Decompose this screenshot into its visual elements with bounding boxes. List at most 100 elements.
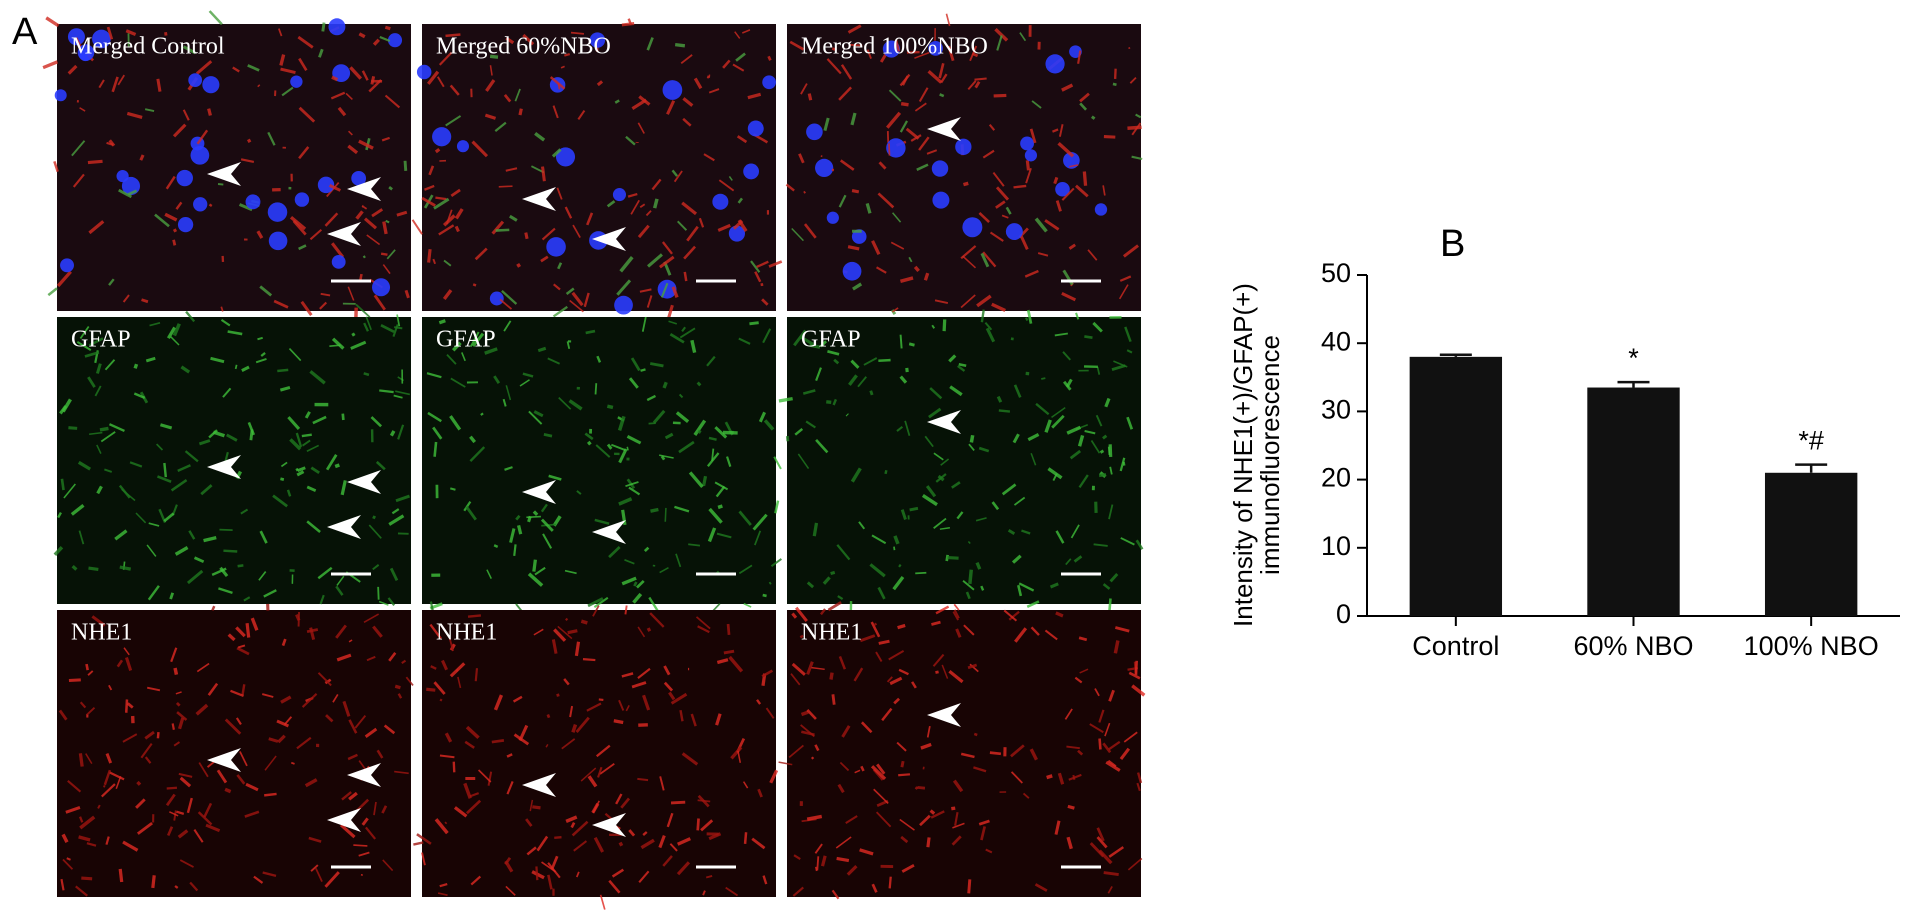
process — [996, 35, 1003, 51]
process — [761, 669, 774, 678]
process — [247, 64, 260, 72]
process — [169, 811, 179, 817]
process — [859, 634, 876, 643]
process — [366, 234, 381, 246]
process — [1024, 269, 1039, 278]
process — [658, 255, 675, 269]
process — [708, 832, 722, 841]
process — [686, 225, 699, 242]
process — [98, 79, 105, 89]
process — [669, 333, 685, 344]
process — [166, 326, 177, 340]
process — [164, 212, 178, 222]
process — [1070, 524, 1080, 539]
image-background — [422, 317, 776, 604]
process — [509, 214, 518, 222]
process — [702, 475, 708, 487]
process — [126, 111, 143, 120]
process — [736, 135, 748, 144]
process — [847, 245, 860, 251]
process — [873, 788, 889, 805]
process — [297, 612, 301, 627]
process — [646, 394, 657, 402]
process — [442, 289, 453, 301]
process — [706, 75, 710, 79]
process — [639, 203, 646, 209]
process — [778, 396, 793, 403]
process — [114, 529, 128, 541]
process — [871, 534, 887, 545]
process — [716, 532, 732, 539]
process — [325, 714, 334, 723]
process — [688, 543, 701, 547]
process — [493, 544, 499, 548]
process — [929, 387, 943, 400]
process — [1008, 610, 1020, 621]
process — [363, 322, 369, 332]
process — [673, 170, 683, 183]
process — [1098, 473, 1107, 478]
process — [714, 426, 728, 439]
process — [565, 815, 578, 823]
process — [72, 173, 85, 188]
process — [502, 398, 507, 407]
process — [1107, 886, 1113, 894]
process — [815, 438, 829, 454]
process — [433, 441, 438, 457]
process — [1075, 184, 1089, 198]
arrowhead — [327, 515, 361, 539]
process — [208, 429, 218, 439]
process — [967, 80, 977, 91]
process — [257, 336, 263, 341]
process — [358, 139, 374, 150]
process — [433, 681, 446, 695]
process — [594, 383, 598, 395]
process — [619, 256, 634, 273]
process — [222, 387, 232, 398]
nucleus — [245, 194, 261, 210]
process — [280, 67, 296, 74]
process — [769, 769, 779, 784]
process — [438, 224, 455, 236]
process — [224, 787, 232, 794]
process — [991, 302, 1006, 313]
process — [288, 348, 302, 362]
process — [725, 456, 732, 467]
process — [332, 694, 339, 703]
panel-caption: NHE1 — [436, 620, 497, 646]
process — [1096, 366, 1101, 375]
process — [606, 404, 614, 410]
process — [177, 829, 189, 839]
process — [625, 481, 639, 488]
process — [1107, 759, 1117, 768]
process — [1072, 774, 1076, 780]
panel-caption: Merged 60%NBO — [436, 34, 611, 60]
process — [1096, 827, 1105, 842]
process — [613, 719, 624, 725]
process — [973, 766, 987, 773]
process — [778, 761, 793, 766]
process — [277, 734, 286, 744]
process — [172, 123, 187, 138]
process — [100, 431, 116, 443]
process — [575, 871, 580, 878]
process — [149, 322, 161, 327]
process — [393, 394, 403, 399]
nucleus — [290, 75, 303, 88]
process — [1104, 722, 1111, 737]
process — [886, 111, 902, 129]
process — [1135, 539, 1144, 550]
process — [166, 826, 174, 836]
process — [94, 385, 102, 397]
process — [726, 623, 731, 635]
process — [388, 186, 393, 191]
process — [1111, 364, 1126, 371]
process — [798, 153, 805, 164]
process — [224, 451, 229, 462]
process — [76, 341, 92, 351]
process — [175, 701, 181, 707]
micrograph: NHE1 — [57, 603, 414, 897]
nucleus — [267, 202, 288, 222]
process — [737, 219, 748, 232]
